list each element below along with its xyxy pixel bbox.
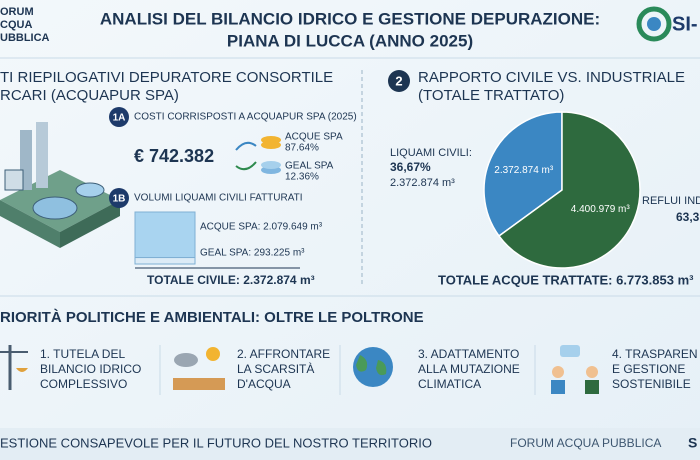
pie-label: 36,67% <box>390 160 431 174</box>
logo-text: SI- <box>672 13 698 35</box>
cost-total: € 742.382 <box>134 146 214 166</box>
pie-label: 63,3 <box>676 210 700 224</box>
priority-text: LA SCARSITÀ <box>237 361 314 376</box>
volume-bar: ACQUE SPA: 2.079.649 m³ GEAL SPA: 293.225… <box>134 211 323 265</box>
icon-balance <box>0 345 28 390</box>
priority-text: COMPLESSIVO <box>40 377 127 391</box>
priority-text: ALLA MUTAZIONE <box>418 362 520 376</box>
section-title: RAPPORTO CIVILE VS. INDUSTRIALE <box>418 69 685 86</box>
priority-text: 3. ADATTAMENTO <box>418 347 519 361</box>
cost-name: GEAL SPA <box>285 161 334 172</box>
bar-segment <box>134 211 196 259</box>
cost-share: 12.36% <box>285 172 319 183</box>
pie-slice <box>497 111 641 269</box>
pie-chart: 2.372.874 m³ 4.400.979 m³ <box>483 111 641 269</box>
pie-label: REFLUI INDU <box>642 195 700 207</box>
section-title: RIORITÀ POLITICHE E AMBIENTALI: OLTRE LE… <box>0 309 424 326</box>
badge-text: 1B <box>113 194 126 205</box>
slice-label: 4.400.979 m³ <box>571 204 631 215</box>
logo-icon <box>636 6 672 42</box>
logo-text: CQUA <box>0 19 32 31</box>
coins <box>261 136 281 174</box>
badge <box>109 107 129 127</box>
pie-label: LIQUAMI CIVILI: <box>390 147 472 159</box>
cost-name: ACQUE SPA <box>285 132 343 143</box>
slice-label: 2.372.874 m³ <box>494 165 554 176</box>
pie-slice <box>483 111 563 238</box>
footer-logo: S <box>688 435 697 451</box>
badge <box>388 70 410 92</box>
priority-text: 1. TUTELA DEL <box>40 347 125 361</box>
badge-text: 2 <box>395 73 402 88</box>
pie-label: 2.372.874 m³ <box>390 177 455 189</box>
plant-illustration <box>0 122 120 248</box>
priority-text: D'ACQUA <box>237 377 291 391</box>
badge-text: 1A <box>113 113 126 124</box>
footer-band <box>0 428 700 460</box>
total: TOTALE ACQUE TRATTATE: 6.773.853 m³ <box>438 272 694 287</box>
bar-label: GEAL SPA: 293.225 m³ <box>200 248 305 259</box>
icon-globe <box>353 347 393 387</box>
priority-text: 2. AFFRONTARE <box>237 347 330 361</box>
footer-text: ESTIONE CONSAPEVOLE PER IL FUTURO DEL NO… <box>0 435 432 450</box>
badge <box>109 188 129 208</box>
logo-text: UBBLICA <box>0 32 50 44</box>
section-title: RCARI (ACQUAPUR SPA) <box>0 87 179 104</box>
cost-share: 87.64% <box>285 143 319 154</box>
title: PIANA DI LUCCA (ANNO 2025) <box>227 31 473 50</box>
title: ANALISI DEL BILANCIO IDRICO E GESTIONE D… <box>100 9 600 28</box>
priority-text: CLIMATICA <box>418 377 481 391</box>
icon-scarcity <box>173 347 225 390</box>
total: TOTALE CIVILE: 2.372.874 m³ <box>147 273 315 287</box>
priority-text: BILANCIO IDRICO <box>40 362 141 376</box>
section-title: (TOTALE TRATTATO) <box>418 87 564 104</box>
label: COSTI CORRISPOSTI A ACQUAPUR SPA (2025) <box>134 112 357 123</box>
logo-icon <box>647 17 661 31</box>
icon-people <box>551 345 599 394</box>
logo-text: ORUM <box>0 6 34 18</box>
exchange-arrows <box>235 141 257 171</box>
label: VOLUMI LIQUAMI CIVILI FATTURATI <box>134 193 303 204</box>
section-title: TI RIEPILOGATIVI DEPURATORE CONSORTILE <box>0 69 333 86</box>
footer-text: FORUM ACQUA PUBBLICA <box>510 436 661 450</box>
bar-label: ACQUE SPA: 2.079.649 m³ <box>200 222 323 233</box>
bar-segment <box>134 257 196 265</box>
priority-text: E GESTIONE <box>612 362 685 376</box>
priority-text: 4. TRASPAREN <box>612 347 698 361</box>
priority-text: SOSTENIBILE <box>612 377 691 391</box>
